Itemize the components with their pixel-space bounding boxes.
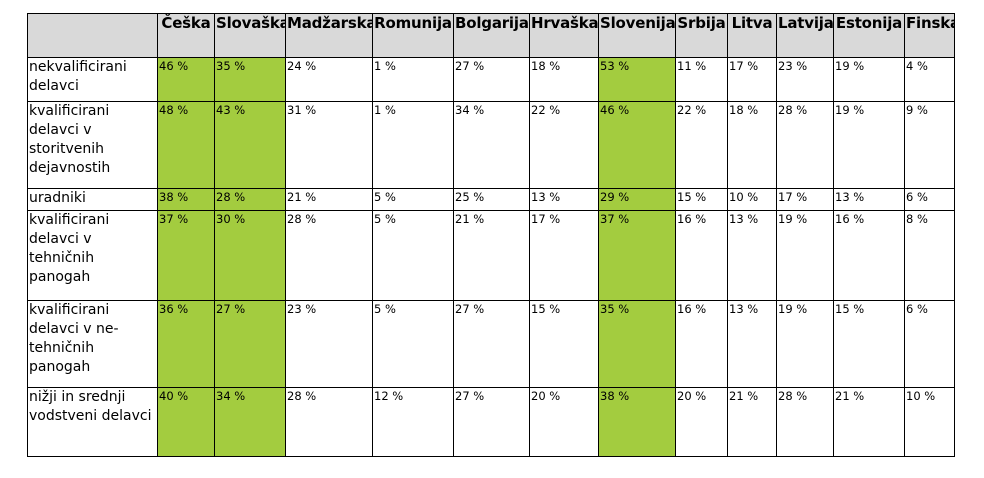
table-cell: 19 % <box>776 210 834 301</box>
table-cell: 27 % <box>453 300 530 388</box>
table-cell: 20 % <box>675 387 728 457</box>
table-cell: 16 % <box>833 210 905 301</box>
column-header: Češka <box>157 13 215 58</box>
column-header: Srbija <box>675 13 728 58</box>
table-cell: 17 % <box>529 210 599 301</box>
table-cell: 13 % <box>833 188 905 211</box>
table-cell: 21 % <box>285 188 373 211</box>
table-cell: 19 % <box>833 57 905 102</box>
data-table: Češka Slovaška Madžarska Romunija Bolgar… <box>27 13 955 457</box>
table-cell: 22 % <box>675 101 728 189</box>
table-cell: 17 % <box>776 188 834 211</box>
column-header: Hrvaška <box>529 13 599 58</box>
table-cell: 12 % <box>372 387 454 457</box>
table-cell: 48 % <box>157 101 215 189</box>
table-cell: 6 % <box>904 188 955 211</box>
table-cell: 28 % <box>285 387 373 457</box>
table-row: kvalificirani delavci v storitvenih deja… <box>27 101 955 189</box>
table-cell: 20 % <box>529 387 599 457</box>
table-cell: 5 % <box>372 210 454 301</box>
table-cell: 36 % <box>157 300 215 388</box>
table-cell: 35 % <box>214 57 286 102</box>
table-cell: 38 % <box>598 387 676 457</box>
table-row: nekvalificirani delavci 46 % 35 % 24 % 1… <box>27 57 955 102</box>
table-cell: 8 % <box>904 210 955 301</box>
table-cell: 4 % <box>904 57 955 102</box>
header-row: Češka Slovaška Madžarska Romunija Bolgar… <box>27 13 955 58</box>
table-cell: 1 % <box>372 101 454 189</box>
table-cell: 35 % <box>598 300 676 388</box>
column-header: Latvija <box>776 13 834 58</box>
table-cell: 16 % <box>675 300 728 388</box>
table-cell: 25 % <box>453 188 530 211</box>
table-cell: 15 % <box>675 188 728 211</box>
table-cell: 28 % <box>776 387 834 457</box>
table-cell: 13 % <box>727 210 777 301</box>
row-label: kvalificirani delavci v tehničnih panoga… <box>27 210 158 301</box>
table-cell: 15 % <box>529 300 599 388</box>
table-cell: 18 % <box>529 57 599 102</box>
table-cell: 15 % <box>833 300 905 388</box>
table-cell: 1 % <box>372 57 454 102</box>
table-cell: 46 % <box>598 101 676 189</box>
table-cell: 34 % <box>214 387 286 457</box>
table-cell: 31 % <box>285 101 373 189</box>
table-cell: 38 % <box>157 188 215 211</box>
column-header: Slovenija <box>598 13 676 58</box>
table-cell: 28 % <box>214 188 286 211</box>
row-label: uradniki <box>27 188 158 211</box>
table-cell: 19 % <box>833 101 905 189</box>
row-label: nižji in srednji vodstveni delavci <box>27 387 158 457</box>
row-label: kvalificirani delavci v storitvenih deja… <box>27 101 158 189</box>
table-cell: 37 % <box>157 210 215 301</box>
corner-cell <box>27 13 158 58</box>
table-cell: 24 % <box>285 57 373 102</box>
table-cell: 27 % <box>214 300 286 388</box>
table-cell: 28 % <box>285 210 373 301</box>
column-header: Romunija <box>372 13 454 58</box>
row-label: kvalificirani delavci v ne-tehničnih pan… <box>27 300 158 388</box>
table-cell: 23 % <box>776 57 834 102</box>
table-cell: 10 % <box>904 387 955 457</box>
table-cell: 27 % <box>453 387 530 457</box>
table-row: nižji in srednji vodstveni delavci 40 % … <box>27 387 955 457</box>
table-row: uradniki 38 % 28 % 21 % 5 % 25 % 13 % 29… <box>27 188 955 211</box>
column-header: Madžarska <box>285 13 373 58</box>
table-cell: 30 % <box>214 210 286 301</box>
table-cell: 21 % <box>833 387 905 457</box>
table-cell: 13 % <box>727 300 777 388</box>
table-cell: 53 % <box>598 57 676 102</box>
table-cell: 19 % <box>776 300 834 388</box>
column-header: Litva <box>727 13 777 58</box>
table-cell: 11 % <box>675 57 728 102</box>
table-cell: 43 % <box>214 101 286 189</box>
table-cell: 28 % <box>776 101 834 189</box>
column-header: Slovaška <box>214 13 286 58</box>
table-cell: 21 % <box>453 210 530 301</box>
table-row: kvalificirani delavci v ne-tehničnih pan… <box>27 300 955 388</box>
table-cell: 13 % <box>529 188 599 211</box>
table-cell: 46 % <box>157 57 215 102</box>
column-header: Estonija <box>833 13 905 58</box>
column-header: Finska <box>904 13 955 58</box>
table-cell: 10 % <box>727 188 777 211</box>
table-cell: 21 % <box>727 387 777 457</box>
table-cell: 5 % <box>372 188 454 211</box>
table-cell: 16 % <box>675 210 728 301</box>
table-cell: 22 % <box>529 101 599 189</box>
table-cell: 17 % <box>727 57 777 102</box>
table-cell: 37 % <box>598 210 676 301</box>
table-cell: 23 % <box>285 300 373 388</box>
table-cell: 27 % <box>453 57 530 102</box>
table-cell: 40 % <box>157 387 215 457</box>
row-label: nekvalificirani delavci <box>27 57 158 102</box>
table-row: kvalificirani delavci v tehničnih panoga… <box>27 210 955 301</box>
table-cell: 34 % <box>453 101 530 189</box>
table-cell: 29 % <box>598 188 676 211</box>
table-cell: 18 % <box>727 101 777 189</box>
table-cell: 6 % <box>904 300 955 388</box>
column-header: Bolgarija <box>453 13 530 58</box>
table-cell: 5 % <box>372 300 454 388</box>
table-cell: 9 % <box>904 101 955 189</box>
